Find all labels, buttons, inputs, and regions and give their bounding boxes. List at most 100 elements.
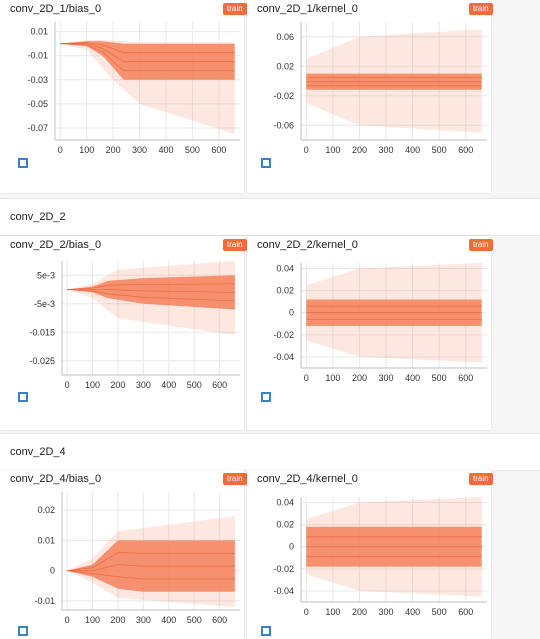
x-tick-label: 400	[161, 380, 176, 390]
y-tick-label: 0.02	[276, 61, 294, 71]
x-tick-label: 400	[161, 615, 176, 625]
percentile-line	[67, 283, 235, 290]
x-tick-label: 500	[432, 373, 447, 383]
x-tick-label: 0	[304, 145, 309, 155]
chart-conv-2d-2-kernel: 0 100 200 300 400 500 600 0.04 0.02 0 -0.02 -0.04	[273, 263, 487, 383]
y-tick-label: -0.01	[27, 51, 48, 61]
chart-conv-2d-4-bias: 0 100 200 300 400 500 600 0.02 0.01 0 -0.01	[34, 492, 240, 625]
x-tick-label: 400	[405, 145, 420, 155]
expand-icon[interactable]	[18, 626, 28, 636]
y-tick-label: 0.02	[276, 286, 294, 296]
y-tick-label: 0.04	[276, 264, 294, 274]
card-title: conv_2D_1/bias_0	[10, 3, 102, 15]
x-tick-label: 100	[325, 607, 340, 617]
y-tick-label: -0.04	[273, 586, 294, 596]
x-tick-label: 300	[132, 145, 147, 155]
x-tick-label: 400	[405, 607, 420, 617]
run-badge: train	[469, 3, 493, 15]
group-title: conv_2D_2	[10, 211, 66, 223]
x-tick-label: 100	[85, 380, 100, 390]
y-tick-label: 0.02	[37, 505, 55, 515]
x-tick-label: 200	[352, 607, 367, 617]
y-tick-label: -0.015	[29, 327, 55, 337]
group-header-conv-2d-4[interactable]: conv_2D_4	[0, 433, 540, 471]
x-tick-label: 500	[432, 607, 447, 617]
run-badge: train	[223, 239, 247, 251]
y-tick-label: -0.03	[27, 75, 48, 85]
y-tick-label: 5e-3	[37, 270, 55, 280]
y-tick-label: 0	[289, 308, 294, 318]
x-tick-label: 500	[432, 145, 447, 155]
y-tick-label: 0	[289, 542, 294, 552]
x-tick-label: 600	[211, 145, 226, 155]
x-tick-label: 300	[379, 607, 394, 617]
card-conv-2d-1-bias: conv_2D_1/bias_0 train 0 100 200 300 400 500 6…	[0, 0, 247, 193]
expand-icon[interactable]	[18, 158, 28, 168]
y-tick-label: -0.025	[29, 356, 55, 366]
run-badge: train	[469, 239, 493, 251]
y-tick-label: -0.05	[27, 99, 48, 109]
card-title: conv_2D_4/bias_0	[10, 473, 102, 485]
card-conv-2d-1-kernel: conv_2D_1/kernel_0 train 0 100 200 300 400 50…	[247, 0, 493, 193]
card-title: conv_2D_4/kernel_0	[257, 473, 358, 485]
y-tick-label: 0.04	[276, 498, 294, 508]
x-tick-label: 500	[187, 615, 202, 625]
expand-icon[interactable]	[261, 392, 271, 402]
x-tick-label: 300	[136, 615, 151, 625]
x-tick-label: 600	[458, 145, 473, 155]
y-tick-label: 0.01	[37, 535, 55, 545]
expand-icon[interactable]	[261, 158, 271, 168]
y-tick-label: -0.02	[273, 91, 294, 101]
run-badge: train	[469, 473, 493, 485]
y-tick-label: -0.01	[34, 596, 55, 606]
x-tick-label: 600	[458, 607, 473, 617]
y-tick-label: -0.04	[273, 352, 294, 362]
percentile-line	[60, 43, 235, 72]
run-badge: train	[223, 3, 247, 15]
x-tick-label: 200	[110, 615, 125, 625]
y-tick-label: -5e-3	[34, 299, 55, 309]
run-badge: train	[223, 473, 247, 485]
chart-conv-2d-1-bias: 0 100 200 300 400 500 600 0.01 -0.01 -0.03 -0.05 -0…	[27, 22, 240, 155]
y-tick-label: 0.02	[276, 520, 294, 530]
x-tick-label: 200	[352, 145, 367, 155]
y-tick-label: 0	[50, 566, 55, 576]
group-title: conv_2D_4	[10, 446, 66, 458]
card-conv-2d-4-bias: conv_2D_4/bias_0 train 0 100 200 300 400 500 6…	[0, 470, 247, 639]
x-tick-label: 200	[106, 145, 121, 155]
x-tick-label: 100	[85, 615, 100, 625]
x-tick-label: 0	[65, 380, 70, 390]
chart-conv-2d-4-kernel: 0 100 200 300 400 500 600 0.04 0.02 0 -0.02 -0.04	[273, 497, 487, 617]
card-conv-2d-4-kernel: conv_2D_4/kernel_0 train 0 100 200 300 400 50…	[247, 470, 493, 639]
percentile-line	[67, 289, 235, 293]
x-tick-label: 100	[79, 145, 94, 155]
card-conv-2d-2-bias: conv_2D_2/bias_0 train 0 100 200 300 400 500 6…	[0, 236, 247, 430]
x-tick-label: 300	[379, 145, 394, 155]
expand-icon[interactable]	[261, 626, 271, 636]
x-tick-label: 400	[158, 145, 173, 155]
x-tick-label: 100	[325, 145, 340, 155]
x-tick-label: 0	[58, 145, 63, 155]
percentile-line	[67, 564, 235, 572]
x-tick-label: 300	[136, 380, 151, 390]
expand-icon[interactable]	[18, 392, 28, 402]
y-tick-label: 0.06	[276, 32, 294, 42]
x-tick-label: 600	[458, 373, 473, 383]
y-tick-label: -0.06	[273, 120, 294, 130]
x-tick-label: 400	[405, 373, 420, 383]
x-tick-label: 0	[304, 607, 309, 617]
y-tick-label: 0.01	[30, 27, 48, 37]
x-tick-label: 0	[304, 373, 309, 383]
group-header-conv-2d-2[interactable]: conv_2D_2	[0, 198, 540, 236]
card-title: conv_2D_2/bias_0	[10, 239, 102, 251]
percentile-line	[67, 552, 235, 572]
card-title: conv_2D_2/kernel_0	[257, 239, 358, 251]
y-tick-label: -0.02	[273, 330, 294, 340]
percentile-line	[67, 289, 235, 302]
x-tick-label: 600	[212, 615, 227, 625]
card-title: conv_2D_1/kernel_0	[257, 3, 358, 15]
percentile-line	[60, 43, 235, 63]
percentile-line	[60, 42, 235, 54]
x-tick-label: 300	[379, 373, 394, 383]
x-tick-label: 500	[187, 380, 202, 390]
